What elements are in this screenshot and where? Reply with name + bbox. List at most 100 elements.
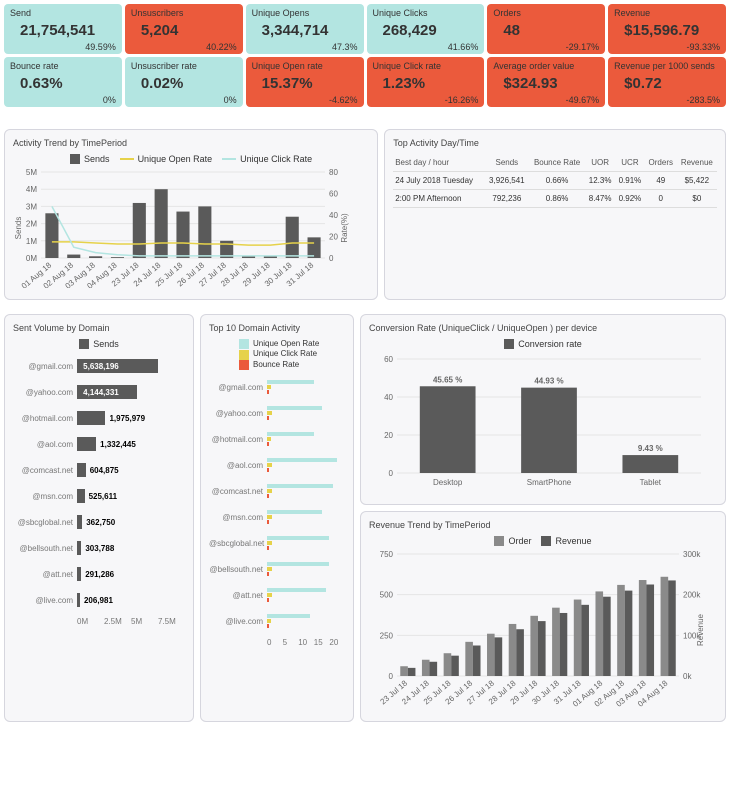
svg-text:80: 80 xyxy=(329,168,338,177)
svg-text:0k: 0k xyxy=(683,672,692,681)
domain-row: @att.net291,286 xyxy=(13,561,185,587)
svg-text:40: 40 xyxy=(329,211,338,220)
svg-text:Tablet: Tablet xyxy=(640,478,662,487)
kpi-delta: 47.3% xyxy=(332,42,358,52)
svg-text:20: 20 xyxy=(329,233,338,242)
domain-activity-row: @live.com xyxy=(209,608,345,634)
domain-activity-row: @aol.com xyxy=(209,452,345,478)
kpi-label: Unique Clicks xyxy=(373,8,479,18)
svg-text:4M: 4M xyxy=(26,185,37,194)
domain-activity-row: @gmail.com xyxy=(209,374,345,400)
domain-activity-row: @yahoo.com xyxy=(209,400,345,426)
kpi-delta: 49.59% xyxy=(85,42,116,52)
svg-text:Sends: Sends xyxy=(14,217,23,240)
svg-text:Rate(%): Rate(%) xyxy=(340,213,349,243)
kpi-value: 0.63% xyxy=(20,75,116,92)
domain-activity-row: @bellsouth.net xyxy=(209,556,345,582)
kpi-value: $324.93 xyxy=(503,75,599,92)
panel-title: Top 10 Domain Activity xyxy=(209,323,345,333)
kpi-label: Send xyxy=(10,8,116,18)
kpi-delta: 0% xyxy=(224,95,237,105)
kpi-delta: -16.26% xyxy=(445,95,479,105)
svg-text:0: 0 xyxy=(389,469,394,478)
kpi-card: Unsuscribers5,20440.22% xyxy=(125,4,243,54)
kpi-value: $15,596.79 xyxy=(624,22,720,39)
svg-text:300k: 300k xyxy=(683,550,701,559)
sent-volume-chart: @gmail.com5,638,196@yahoo.com4,144,331@h… xyxy=(13,353,185,613)
kpi-value: 0.02% xyxy=(141,75,237,92)
kpi-delta: 40.22% xyxy=(206,42,237,52)
activity-trend-panel: Activity Trend by TimePeriod Sends Uniqu… xyxy=(4,129,378,300)
domain-row: @bellsouth.net303,788 xyxy=(13,535,185,561)
conversion-panel: Conversion Rate (UniqueClick / UniqueOpe… xyxy=(360,314,726,505)
panel-title: Conversion Rate (UniqueClick / UniqueOpe… xyxy=(369,323,717,333)
kpi-label: Revenue per 1000 sends xyxy=(614,61,720,71)
kpi-delta: -283.5% xyxy=(686,95,720,105)
kpi-delta: -93.33% xyxy=(686,42,720,52)
kpi-card: Send 21,754,541 49.59% xyxy=(4,4,122,54)
kpi-label: Unsuscriber rate xyxy=(131,61,237,71)
kpi-card: Revenue $15,596.79 -93.33% xyxy=(608,4,726,54)
svg-text:2M: 2M xyxy=(26,220,37,229)
kpi-delta: -29.17% xyxy=(566,42,600,52)
panel-title: Sent Volume by Domain xyxy=(13,323,185,333)
kpi-delta: -4.62% xyxy=(329,95,358,105)
domain-activity-panel: Top 10 Domain Activity Unique Open Rate … xyxy=(200,314,354,722)
domain-activity-row: @comcast.net xyxy=(209,478,345,504)
kpi-label: Revenue xyxy=(614,8,720,18)
domain-row: @yahoo.com4,144,331 xyxy=(13,379,185,405)
domain-row: @comcast.net604,875 xyxy=(13,457,185,483)
kpi-delta: -49.67% xyxy=(566,95,600,105)
revenue-trend-chart: 02505007500k100k200k300k23 Jul 1824 Jul … xyxy=(369,550,709,710)
activity-trend-chart: 0M1M2M3M4M5M02040608001 Aug 1802 Aug 180… xyxy=(13,168,353,288)
svg-text:20: 20 xyxy=(384,431,393,440)
kpi-label: Bounce rate xyxy=(10,61,116,71)
svg-text:0: 0 xyxy=(329,254,334,263)
panel-title: Activity Trend by TimePeriod xyxy=(13,138,369,148)
svg-text:200k: 200k xyxy=(683,591,701,600)
svg-text:40: 40 xyxy=(384,393,393,402)
kpi-label: Unique Click rate xyxy=(373,61,479,71)
domain-activity-row: @att.net xyxy=(209,582,345,608)
svg-text:0M: 0M xyxy=(26,254,37,263)
domain-row: @sbcglobal.net362,750 xyxy=(13,509,185,535)
svg-text:750: 750 xyxy=(380,550,394,559)
domain-activity-row: @hotmail.com xyxy=(209,426,345,452)
svg-text:45.65 %: 45.65 % xyxy=(433,375,462,384)
conversion-chart: 020406045.65 %Desktop44.93 %SmartPhone9.… xyxy=(369,353,709,493)
svg-text:250: 250 xyxy=(380,631,394,640)
kpi-label: Average order value xyxy=(493,61,599,71)
svg-text:60: 60 xyxy=(384,355,393,364)
domain-activity-row: @sbcglobal.net xyxy=(209,530,345,556)
kpi-value: 3,344,714 xyxy=(262,22,358,39)
domain-activity-row: @msn.com xyxy=(209,504,345,530)
domain-row: @gmail.com5,638,196 xyxy=(13,353,185,379)
kpi-grid: Send21,754,54149.59%Unsuscribers5,20440.… xyxy=(0,0,730,111)
kpi-value: 21,754,541 xyxy=(20,22,116,39)
kpi-value: 268,429 xyxy=(383,22,479,39)
kpi-card: Orders48-29.17% xyxy=(487,4,605,54)
kpi-label: Unique Opens xyxy=(252,8,358,18)
kpi-value: $0.72 xyxy=(624,75,720,92)
svg-text:500: 500 xyxy=(380,591,394,600)
kpi-card: Unsuscriber rate 0.02% 0% xyxy=(125,57,243,107)
top-activity-panel: Top Activity Day/Time Best day / hourSen… xyxy=(384,129,726,300)
kpi-card: Unique Opens 3,344,714 47.3% xyxy=(246,4,364,54)
domain-row: @aol.com1,332,445 xyxy=(13,431,185,457)
kpi-card: Average order value $324.93 -49.67% xyxy=(487,57,605,107)
kpi-value: 5,204 xyxy=(141,22,237,39)
svg-text:9.43 %: 9.43 % xyxy=(638,444,663,453)
domain-activity-chart: @gmail.com@yahoo.com@hotmail.com@aol.com… xyxy=(209,374,345,634)
kpi-card: Bounce rate0.63%0% xyxy=(4,57,122,107)
domain-row: @hotmail.com1,975,979 xyxy=(13,405,185,431)
domain-activity-legend: Unique Open Rate Unique Click Rate Bounc… xyxy=(239,339,345,370)
activity-trend-legend: Sends Unique Open Rate Unique Click Rate xyxy=(13,154,369,164)
kpi-delta: 41.66% xyxy=(448,42,479,52)
kpi-card: Revenue per 1000 sends $0.72 -283.5% xyxy=(608,57,726,107)
revenue-trend-legend: Order Revenue xyxy=(369,536,717,546)
svg-text:60: 60 xyxy=(329,190,338,199)
top-activity-table: Best day / hourSendsBounce RateUORUCROrd… xyxy=(393,154,717,208)
panel-title: Top Activity Day/Time xyxy=(393,138,717,148)
sent-volume-panel: Sent Volume by Domain Sends @gmail.com5,… xyxy=(4,314,194,722)
svg-text:44.93 %: 44.93 % xyxy=(534,377,563,386)
